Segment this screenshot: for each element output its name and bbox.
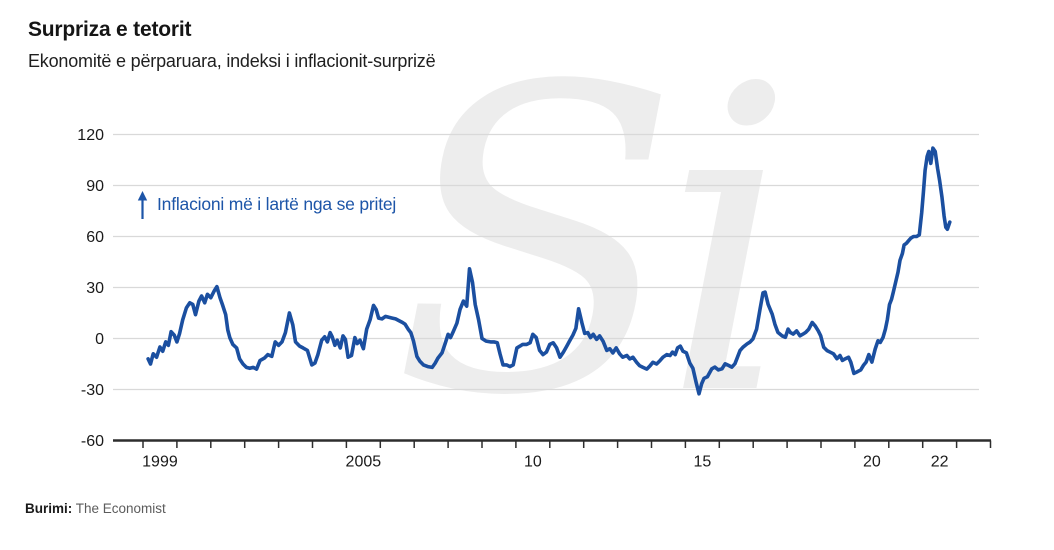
gridlines (113, 133, 979, 391)
svg-text:0: 0 (95, 331, 104, 348)
svg-text:22: 22 (931, 454, 949, 471)
annotation-label: Inflacioni më i lartë nga se pritej (157, 193, 397, 214)
x-axis-labels: 1999 2005 10 15 20 22 (142, 454, 948, 471)
svg-text:15: 15 (693, 454, 711, 471)
y-axis-labels: 120 90 60 30 0 -30 -60 (77, 127, 104, 450)
svg-text:20: 20 (863, 454, 881, 471)
source-value: The Economist (75, 501, 166, 516)
svg-text:-60: -60 (81, 433, 104, 450)
page-title: Surpriza e tetorit (28, 18, 192, 41)
svg-text:2005: 2005 (346, 454, 382, 471)
source-label: Burimi: (25, 501, 73, 516)
svg-text:-30: -30 (81, 382, 104, 399)
watermark-si: Si (392, 0, 796, 488)
chart-header: Surpriza e tetorit Ekonomitë e përparuar… (28, 18, 436, 72)
up-arrow-icon (137, 191, 148, 219)
svg-text:1999: 1999 (142, 454, 178, 471)
x-axis-ticks (142, 440, 992, 448)
page-subtitle: Ekonomitë e përparuara, indeksi i inflac… (28, 51, 436, 71)
svg-text:10: 10 (524, 454, 542, 471)
source-line: Burimi: The Economist (25, 501, 166, 516)
svg-text:90: 90 (86, 178, 104, 195)
svg-text:120: 120 (77, 127, 104, 144)
series-line (146, 146, 952, 396)
annotation: Inflacioni më i lartë nga se pritej (137, 190, 396, 220)
svg-text:30: 30 (86, 280, 104, 297)
svg-text:60: 60 (86, 229, 104, 246)
